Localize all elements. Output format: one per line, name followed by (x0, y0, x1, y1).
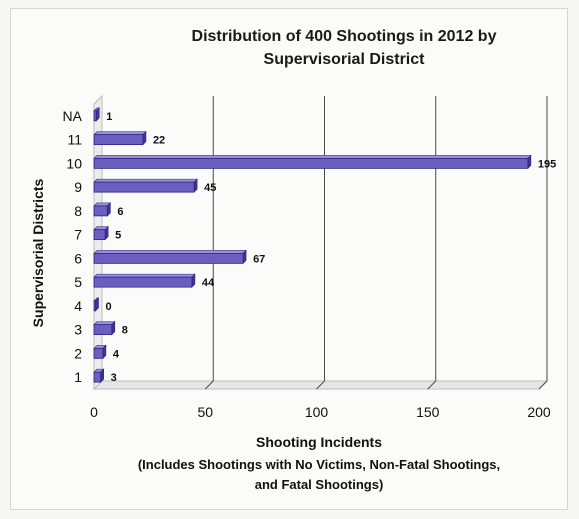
data-label: 8 (122, 325, 128, 337)
gridline-floor (427, 380, 437, 390)
data-label: 45 (204, 182, 216, 194)
data-label: 22 (153, 135, 165, 147)
bar-district-1 (93, 368, 105, 383)
data-label: 67 (253, 253, 265, 265)
gridline-floor (538, 380, 548, 390)
data-label: 5 (115, 230, 121, 242)
y-tick-label: 6 (74, 250, 82, 266)
x-tick-label: 100 (305, 404, 329, 420)
bar-district-10 (93, 154, 532, 170)
y-tick-label: 7 (74, 227, 82, 243)
data-label: 1 (106, 111, 112, 123)
y-tick-label: 5 (74, 274, 82, 290)
bar-district-5 (93, 273, 196, 288)
chart-title: Distribution of 400 Shootings in 2012 by… (192, 28, 497, 68)
x-tick-label: 200 (527, 404, 551, 420)
data-label: 195 (538, 158, 556, 170)
x-tick-label: 150 (416, 404, 440, 420)
bar-district-9 (93, 178, 198, 193)
x-axis-note-line-1: (Includes Shootings with No Victims, Non… (138, 457, 500, 472)
bar-district-na (93, 107, 100, 122)
bars (93, 107, 532, 383)
y-tick-label: 3 (74, 322, 82, 338)
bar-district-8 (93, 202, 112, 217)
data-label: 0 (106, 301, 112, 313)
bar-district-3 (93, 320, 116, 336)
data-label: 4 (113, 348, 120, 360)
x-axis-label: Shooting Incidents (256, 434, 382, 450)
gridlines (204, 96, 548, 390)
y-tick-label: 2 (74, 345, 82, 361)
x-tick-label: 0 (90, 404, 98, 420)
data-label: 6 (117, 206, 123, 218)
y-tick-label: 8 (74, 203, 82, 219)
data-label: 44 (202, 277, 215, 289)
bar-district-7 (93, 225, 109, 241)
y-tick-label: 10 (66, 155, 82, 171)
bar-chart: Distribution of 400 Shootings in 2012 by… (30, 28, 557, 492)
gridline-floor (204, 380, 214, 390)
bar-district-6 (93, 249, 247, 265)
y-tick-label: NA (63, 108, 83, 124)
x-tick-labels: 0 50 100 150 200 (90, 404, 551, 420)
chart-frame: Distribution of 400 Shootings in 2012 by… (10, 8, 568, 510)
y-tick-label: 9 (74, 179, 82, 195)
data-label: 3 (111, 372, 117, 384)
bar-district-2 (93, 344, 107, 360)
y-tick-labels: 1 2 3 4 5 6 7 8 9 10 11 NA (63, 108, 83, 385)
y-tick-label: 4 (74, 298, 82, 314)
x-axis-note-line-2: and Fatal Shootings) (255, 477, 384, 492)
bar-district-4 (93, 297, 100, 312)
y-tick-label: 11 (67, 132, 82, 148)
y-tick-label: 1 (74, 369, 82, 385)
gridline-floor (316, 380, 325, 390)
y-axis-label: Supervisorial Districts (30, 178, 46, 327)
chart-title-line-2: Supervisorial District (264, 51, 426, 68)
x-tick-label: 50 (197, 404, 213, 420)
chart-title-line-1: Distribution of 400 Shootings in 2012 by (192, 28, 497, 45)
bar-district-11 (93, 130, 147, 146)
